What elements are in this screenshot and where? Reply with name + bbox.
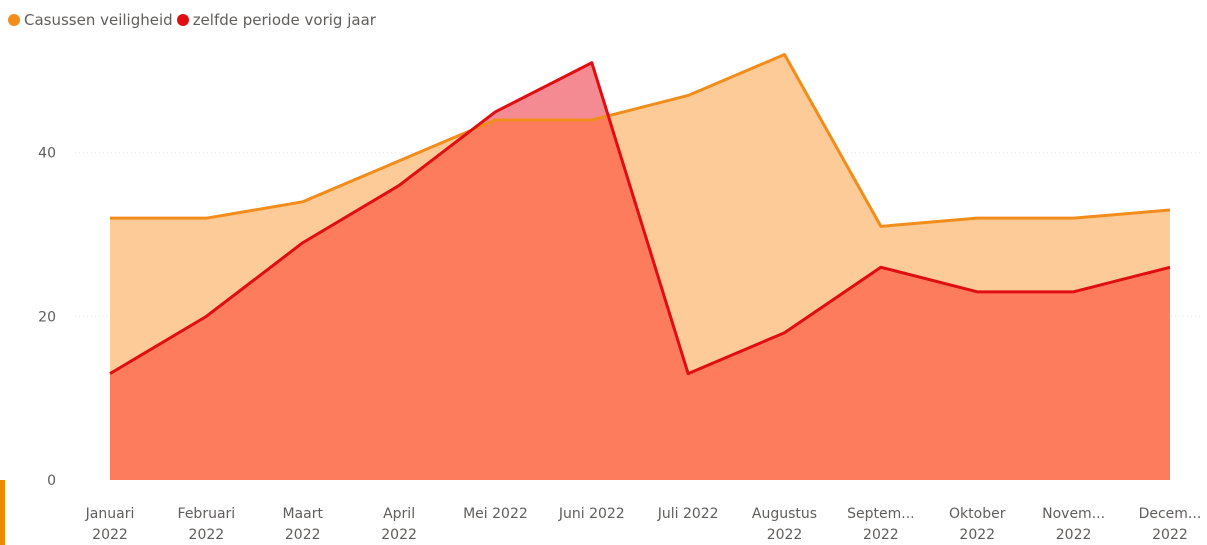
legend-label-series-a: Casussen veiligheid <box>24 11 173 29</box>
x-tick-label: April 2022 <box>381 506 417 543</box>
series-b-above-area <box>471 62 609 131</box>
series-a-line <box>110 53 1171 228</box>
x-tick-label: Juli 2022 <box>657 506 719 522</box>
x-tick-label: Maart 2022 <box>282 506 323 543</box>
x-tick-label: Februari 2022 <box>178 506 236 543</box>
legend-dot-series-a <box>8 14 20 26</box>
series-b-line <box>109 61 1171 376</box>
y-tick-label: 0 <box>47 473 56 489</box>
accent-bar <box>0 480 5 545</box>
y-tick-label: 40 <box>38 146 56 162</box>
x-tick-label: Juni 2022 <box>558 506 625 522</box>
x-tick-label: Decem... 2022 <box>1139 506 1202 543</box>
x-tick-label: Augustus 2022 <box>752 506 817 543</box>
legend-item-series-a[interactable]: Casussen veiligheid <box>8 11 173 29</box>
x-tick-label: Januari 2022 <box>85 506 135 543</box>
y-tick-label: 20 <box>38 309 56 325</box>
legend-dot-series-b <box>176 14 189 26</box>
x-tick-label: Septem... 2022 <box>847 506 914 543</box>
legend-label-series-b: zelfde periode vorig jaar <box>192 11 376 29</box>
legend-item-series-b[interactable]: zelfde periode vorig jaar <box>176 11 376 29</box>
x-tick-label: Oktober 2022 <box>949 506 1006 543</box>
series-b-area <box>110 62 1170 481</box>
chart-legend: Casussen veiligheid zelfde periode vorig… <box>8 8 380 32</box>
x-tick-label: Novem... 2022 <box>1042 506 1105 543</box>
x-tick-label: Mei 2022 <box>463 506 528 522</box>
